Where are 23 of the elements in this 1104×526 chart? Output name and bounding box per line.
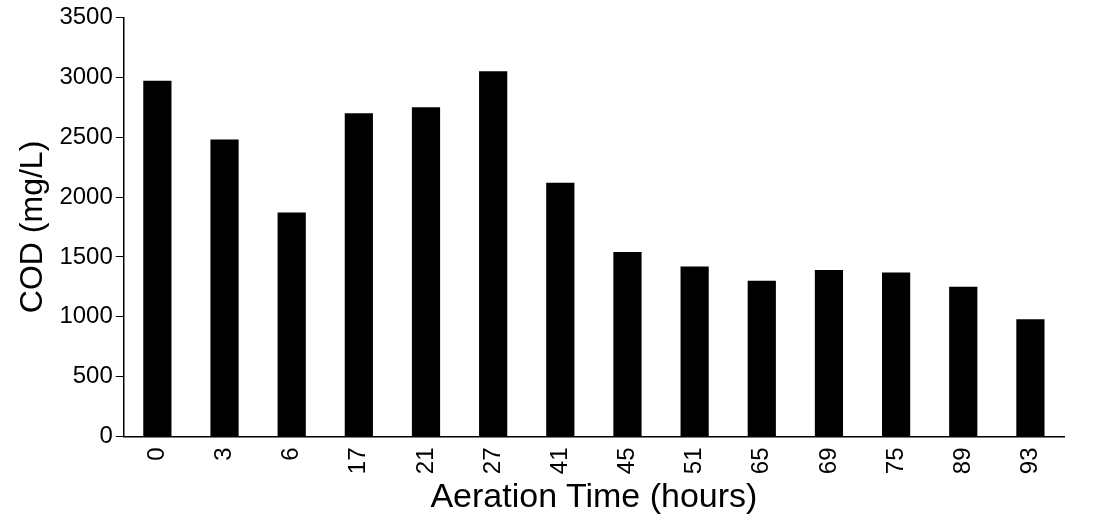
x-tick-label: 45 xyxy=(612,447,640,475)
y-tick-label: 500 xyxy=(72,361,113,389)
x-tick-label: 6 xyxy=(276,447,304,461)
x-tick-label: 21 xyxy=(410,447,438,475)
x-tick-label: 0 xyxy=(141,447,169,461)
x-tick-label: 93 xyxy=(1015,447,1043,475)
x-tick-label: 3 xyxy=(209,447,237,461)
y-tick-label: 1000 xyxy=(59,301,113,329)
x-axis-title: Aeration Time (hours) xyxy=(430,475,758,514)
x-tick-label: 17 xyxy=(343,447,371,475)
y-axis-title: COD (mg/L) xyxy=(13,140,50,314)
x-tick-label: 69 xyxy=(813,447,841,475)
x-tick-label: 27 xyxy=(477,447,505,475)
x-tick-label: 75 xyxy=(880,447,908,475)
x-tick-label: 65 xyxy=(746,447,774,475)
y-tick-label: 3500 xyxy=(59,2,113,30)
y-tick-label: 3000 xyxy=(59,61,113,89)
y-tick-label: 1500 xyxy=(59,241,113,269)
y-tick-label: 2000 xyxy=(59,181,113,209)
x-tick-label: 41 xyxy=(544,447,572,475)
x-tick-label: 51 xyxy=(679,447,707,475)
y-tick-label: 2500 xyxy=(59,121,113,149)
x-tick-label: 89 xyxy=(947,447,975,475)
